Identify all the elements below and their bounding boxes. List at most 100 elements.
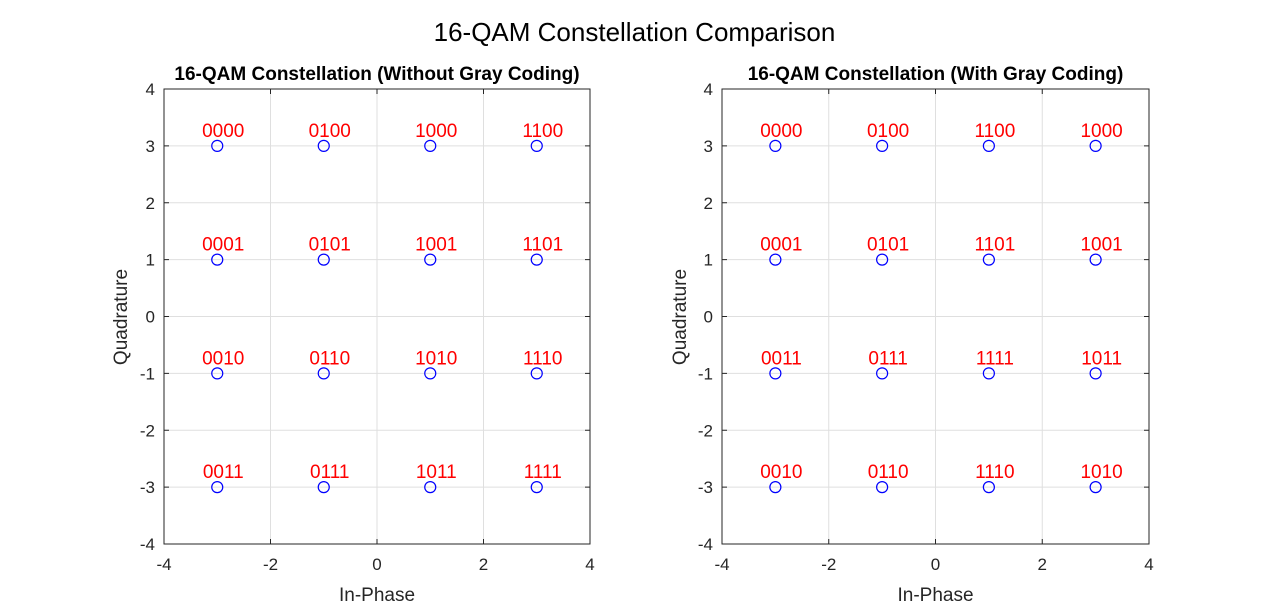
y-tick-label: -2 [698, 421, 713, 440]
constellation-point [211, 367, 224, 380]
y-axis-label: Quadrature [111, 269, 132, 365]
constellation-point [876, 139, 889, 152]
point-bit-label: 0110 [868, 462, 909, 483]
constellation-point [982, 481, 995, 494]
point-bit-label: 1010 [415, 348, 457, 369]
x-tick-label: 0 [931, 555, 940, 574]
x-tick-label: -4 [156, 555, 171, 574]
axes-title: 16-QAM Constellation (With Gray Coding) [748, 64, 1124, 85]
point-bit-label: 1110 [523, 348, 562, 369]
point-bit-label: 1111 [524, 462, 562, 483]
axes-title: 16-QAM Constellation (Without Gray Codin… [174, 64, 579, 85]
constellation-point [1089, 139, 1102, 152]
point-bit-label: 0011 [761, 348, 802, 369]
point-bit-label: 0101 [867, 235, 909, 256]
axes-without-gray-coding: 16-QAM Constellation (Without Gray Codin… [111, 64, 595, 606]
point-bit-label: 1011 [1081, 348, 1122, 369]
point-bit-label: 0000 [760, 121, 802, 142]
constellation-point [876, 367, 889, 380]
point-bit-label: 0111 [310, 462, 349, 483]
constellation-point [769, 367, 782, 380]
plot-frame [163, 88, 591, 545]
x-tick-label: 0 [372, 555, 381, 574]
constellation-point [211, 481, 224, 494]
point-bit-label: 1100 [974, 121, 1015, 142]
y-tick-label: 1 [146, 251, 155, 270]
y-tick-label: -1 [140, 364, 155, 383]
y-tick-label: 4 [704, 80, 713, 99]
point-bit-label: 1101 [974, 235, 1015, 256]
constellation-point [982, 367, 995, 380]
constellation-point [211, 253, 224, 266]
point-bit-label: 1000 [1080, 121, 1122, 142]
x-tick-label: 2 [479, 555, 488, 574]
data-points: 0000 0100 1100 1000 0001 0101 1101 1001 0011 0111… [760, 121, 1123, 494]
x-axis-label: In-Phase [897, 585, 973, 606]
constellation-point [982, 139, 995, 152]
figure-title: 16-QAM Constellation Comparison [434, 17, 836, 47]
axes-with-gray-coding: 16-QAM Constellation (With Gray Coding) … [670, 64, 1154, 606]
x-axis-label: In-Phase [339, 585, 415, 606]
plot-frame [721, 88, 1150, 545]
point-bit-label: 0001 [760, 235, 802, 256]
y-tick-label: 4 [146, 80, 155, 99]
constellation-point [424, 139, 437, 152]
point-bit-label: 1011 [416, 462, 457, 483]
y-tick-label: 1 [704, 251, 713, 270]
y-axis-label: Quadrature [670, 269, 691, 365]
x-tick-label: -4 [714, 555, 729, 574]
point-bit-label: 1110 [975, 462, 1014, 483]
constellation-point [530, 253, 543, 266]
constellation-point [1089, 253, 1102, 266]
point-bit-label: 0110 [309, 348, 350, 369]
constellation-point [424, 253, 437, 266]
x-tick-label: 4 [585, 555, 594, 574]
y-tick-label: -3 [698, 478, 713, 497]
y-tick-label: -2 [140, 421, 155, 440]
point-bit-label: 0101 [309, 235, 351, 256]
point-bit-label: 1101 [522, 235, 563, 256]
point-bit-label: 0001 [202, 235, 244, 256]
y-tick-label: 2 [704, 194, 713, 213]
x-tick-label: -2 [263, 555, 278, 574]
data-points: 0000 0100 1000 1100 0001 0101 1001 1101 0010 0110… [202, 121, 563, 494]
point-bit-label: 1111 [976, 348, 1014, 369]
x-tick-label: -2 [821, 555, 836, 574]
constellation-point [424, 367, 437, 380]
constellation-point [317, 253, 330, 266]
grid [722, 89, 1149, 544]
constellation-point [530, 367, 543, 380]
y-tick-label: 3 [704, 137, 713, 156]
constellation-point [982, 253, 995, 266]
grid [164, 89, 590, 544]
point-bit-label: 1100 [522, 121, 563, 142]
constellation-point [424, 481, 437, 494]
y-tick-label: -4 [140, 535, 155, 554]
constellation-point [317, 139, 330, 152]
y-tick-label: 3 [146, 137, 155, 156]
constellation-point [317, 481, 330, 494]
constellation-point [530, 139, 543, 152]
x-tick-label: 2 [1038, 555, 1047, 574]
y-tick-label: 0 [146, 308, 155, 327]
point-bit-label: 0111 [868, 348, 907, 369]
point-bit-label: 0100 [309, 121, 351, 142]
point-bit-label: 0000 [202, 121, 244, 142]
constellation-point [211, 139, 224, 152]
point-bit-label: 1000 [415, 121, 457, 142]
constellation-point [1089, 367, 1102, 380]
y-tick-label: 0 [704, 308, 713, 327]
y-tick-label: -4 [698, 535, 713, 554]
point-bit-label: 0100 [867, 121, 909, 142]
constellation-point [530, 481, 543, 494]
constellation-point [317, 367, 330, 380]
point-bit-label: 0010 [202, 348, 244, 369]
constellation-point [769, 481, 782, 494]
x-tick-label: 4 [1144, 555, 1153, 574]
tick-labels: -4 -2 0 2 4 -4 -3 -2 -1 0 1 2 3 4 [698, 80, 1154, 574]
y-tick-label: 2 [146, 194, 155, 213]
tick-labels: -4 -2 0 2 4 -4 -3 -2 -1 0 1 2 3 4 [140, 80, 595, 574]
constellation-point [876, 481, 889, 494]
constellation-point [876, 253, 889, 266]
